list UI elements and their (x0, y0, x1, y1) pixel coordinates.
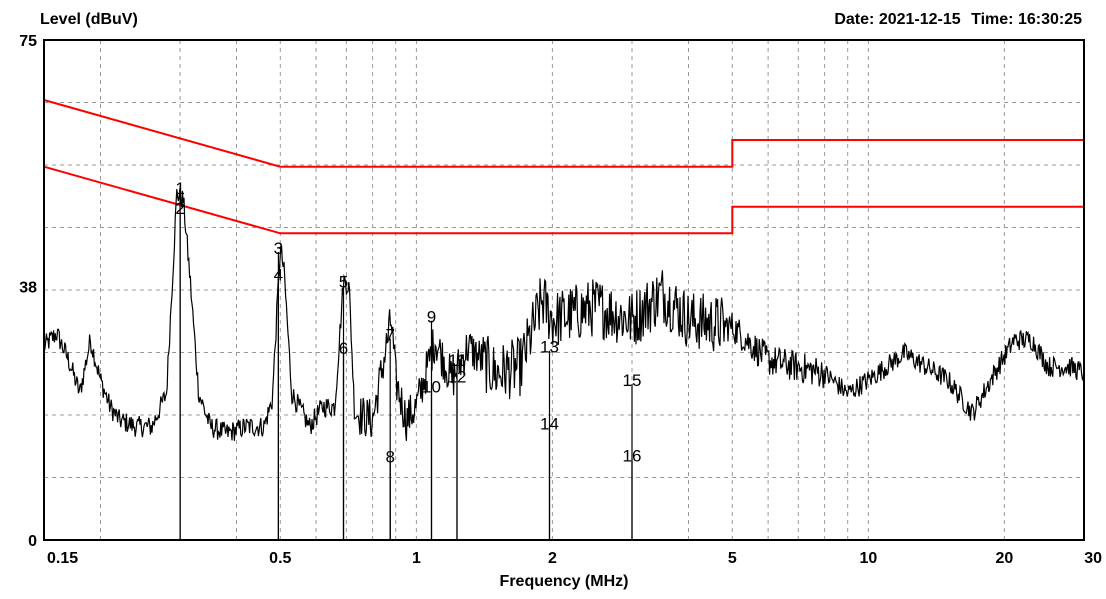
x-tick-label: 20 (996, 550, 1014, 567)
y-tick-label: 0 (28, 533, 37, 550)
y-axis-label: Level (dBuV) (40, 11, 138, 28)
marker-label: 16 (623, 446, 642, 465)
x-axis-label: Frequency (MHz) (500, 573, 629, 590)
time-label: Time: (971, 11, 1013, 28)
plot-frame (43, 39, 1085, 541)
x-tick-label: 5 (728, 550, 737, 567)
marker-label: 2 (175, 199, 184, 218)
marker-label: 15 (623, 371, 642, 390)
marker-label: 11 (448, 351, 466, 370)
measurement-trace (43, 187, 1085, 441)
date-label: Date: (834, 11, 874, 28)
marker-label: 4 (274, 266, 283, 285)
marker-label: 14 (540, 414, 559, 433)
time-value: 16:30:25 (1018, 11, 1082, 28)
marker-label: 7 (385, 326, 394, 345)
limit-line (43, 165, 1084, 235)
limit-line (43, 99, 1084, 168)
marker-label: 8 (385, 448, 394, 467)
marker-label: 12 (448, 368, 467, 387)
x-tick-label: 1 (412, 550, 421, 567)
x-tick-label: 0.15 (47, 550, 78, 567)
marker-label: 3 (274, 239, 283, 258)
limit-lines (43, 99, 1084, 235)
timestamp: Date: 2021-12-15 Time: 16:30:25 (834, 11, 1082, 28)
x-tick-label: 30 (1084, 550, 1102, 567)
y-tick-label: 75 (19, 33, 37, 50)
y-tick-labels: 0 38 75 (19, 33, 37, 550)
marker-label: 13 (540, 338, 559, 357)
x-tick-labels: 0.15 0.5 1 2 5 10 20 30 (47, 550, 1102, 567)
marker-label: 10 (422, 378, 441, 397)
y-tick-label: 38 (19, 280, 37, 297)
x-tick-label: 10 (860, 550, 878, 567)
x-tick-label: 0.5 (269, 550, 291, 567)
marker-label: 1 (175, 179, 184, 198)
date-value: 2021-12-15 (879, 11, 961, 28)
marker-label: 9 (427, 308, 436, 327)
x-tick-label: 2 (548, 550, 557, 567)
marker-label: 6 (339, 339, 348, 358)
marker-label: 5 (339, 272, 348, 291)
grid-lines (44, 40, 1084, 540)
